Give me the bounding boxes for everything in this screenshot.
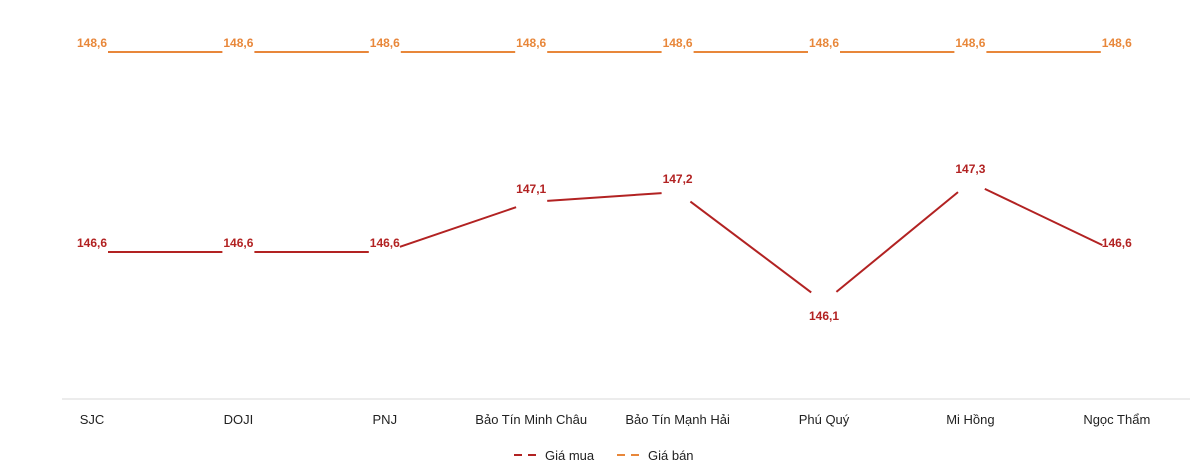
x-tick-label: Bảo Tín Minh Châu <box>475 412 587 427</box>
data-label: 147,2 <box>663 172 693 186</box>
data-label: 148,6 <box>663 36 693 50</box>
data-label: 146,6 <box>223 236 253 250</box>
data-label: 147,3 <box>955 162 985 176</box>
data-label: 146,6 <box>1102 236 1132 250</box>
data-label: 147,1 <box>516 182 546 196</box>
legend-label: Giá mua <box>545 448 595 463</box>
data-label: 148,6 <box>516 36 546 50</box>
legend: Giá mua Giá bán <box>514 448 694 463</box>
x-tick-label: Phú Quý <box>799 412 850 427</box>
x-tick-label: DOJI <box>224 412 254 427</box>
data-label: 148,6 <box>1102 36 1132 50</box>
series-gia-mua: 146,6 146,6 146,6 147,1 147,2 146,1 147,3 146,6 <box>77 162 1132 323</box>
legend-item-gia-mua: Giá mua <box>514 448 595 463</box>
legend-label: Giá bán <box>648 448 694 463</box>
series-line-segment <box>984 187 1103 247</box>
data-label: 148,6 <box>223 36 253 50</box>
series-line-segment <box>547 192 662 202</box>
series-line-segment <box>835 191 959 293</box>
x-axis-tick-labels: SJC DOJI PNJ Bảo Tín Minh Châu Bảo Tín Mạnh … <box>80 412 1151 427</box>
x-tick-label: Bảo Tín Mạnh Hải <box>625 412 730 427</box>
x-tick-label: Mi Hồng <box>946 412 994 427</box>
data-label: 148,6 <box>955 36 985 50</box>
series-layer: 146,6 146,6 146,6147,1147,2146,1147,3146,6… <box>77 36 1132 323</box>
data-label: 148,6 <box>809 36 839 50</box>
series-gia-ban: 148,6 148,6 148,6 148,6 148,6 148,6 148,6 148,6 <box>77 36 1132 53</box>
legend-item-gia-ban: Giá bán <box>617 448 694 463</box>
data-label: 146,6 <box>370 236 400 250</box>
data-label: 148,6 <box>77 36 107 50</box>
data-label: 146,1 <box>809 309 839 323</box>
x-tick-label: PNJ <box>373 412 398 427</box>
data-label: 146,6 <box>77 236 107 250</box>
data-label: 148,6 <box>370 36 400 50</box>
series-line-segment <box>689 200 812 294</box>
series-line-segment <box>399 206 517 248</box>
x-tick-label: SJC <box>80 412 105 427</box>
x-tick-label: Ngọc Thẩm <box>1083 412 1150 427</box>
